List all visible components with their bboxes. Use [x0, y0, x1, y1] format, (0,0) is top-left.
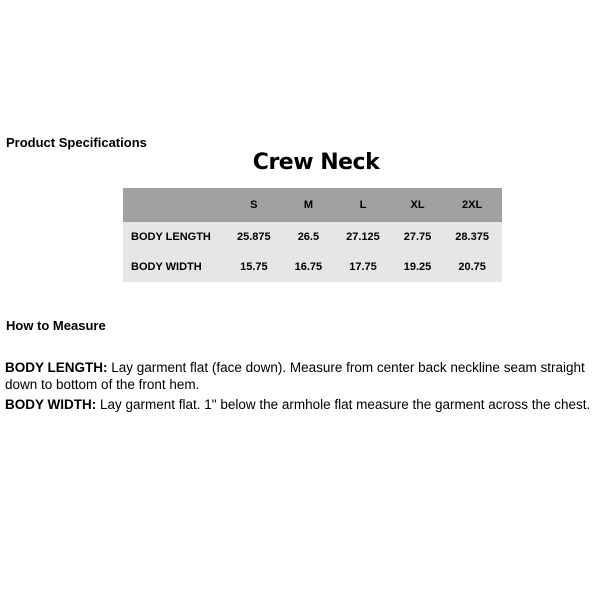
size-chart-table: S M L XL 2XL BODY LENGTH 25.875 26.5 27.… — [123, 188, 502, 282]
body-length-instruction: BODY LENGTH: Lay garment flat (face down… — [5, 359, 600, 393]
table-cell: 25.875 — [224, 222, 284, 252]
table-row-body-width: BODY WIDTH 15.75 16.75 17.75 19.25 20.75 — [123, 252, 502, 282]
row-label: BODY WIDTH — [123, 252, 224, 282]
header-cell-empty — [123, 188, 224, 222]
table-title: Crew Neck — [252, 150, 380, 175]
table-cell: 20.75 — [442, 252, 502, 282]
table-cell: 26.5 — [283, 222, 334, 252]
table-row-body-length: BODY LENGTH 25.875 26.5 27.125 27.75 28.… — [123, 222, 502, 252]
header-cell-2xl: 2XL — [442, 188, 502, 222]
instruction-text: Lay garment flat. 1" below the armhole f… — [96, 397, 591, 412]
header-cell-l: L — [333, 188, 393, 222]
instruction-term: BODY LENGTH: — [5, 360, 108, 375]
row-label: BODY LENGTH — [123, 222, 224, 252]
table-cell: 19.25 — [392, 252, 443, 282]
table-cell: 27.75 — [392, 222, 443, 252]
table-cell: 17.75 — [333, 252, 393, 282]
product-specifications-heading: Product Specifications — [6, 135, 147, 150]
table-header-row: S M L XL 2XL — [123, 188, 502, 222]
table-cell: 27.125 — [333, 222, 393, 252]
how-to-measure-heading: How to Measure — [6, 318, 106, 333]
header-cell-xl: XL — [392, 188, 443, 222]
table-cell: 16.75 — [283, 252, 334, 282]
table-cell: 28.375 — [442, 222, 502, 252]
body-width-instruction: BODY WIDTH: Lay garment flat. 1" below t… — [5, 396, 600, 413]
instruction-term: BODY WIDTH: — [5, 397, 97, 412]
instruction-text: Lay garment flat (face down). Measure fr… — [5, 360, 585, 392]
table-cell: 15.75 — [224, 252, 284, 282]
header-cell-s: S — [224, 188, 284, 222]
header-cell-m: M — [283, 188, 334, 222]
